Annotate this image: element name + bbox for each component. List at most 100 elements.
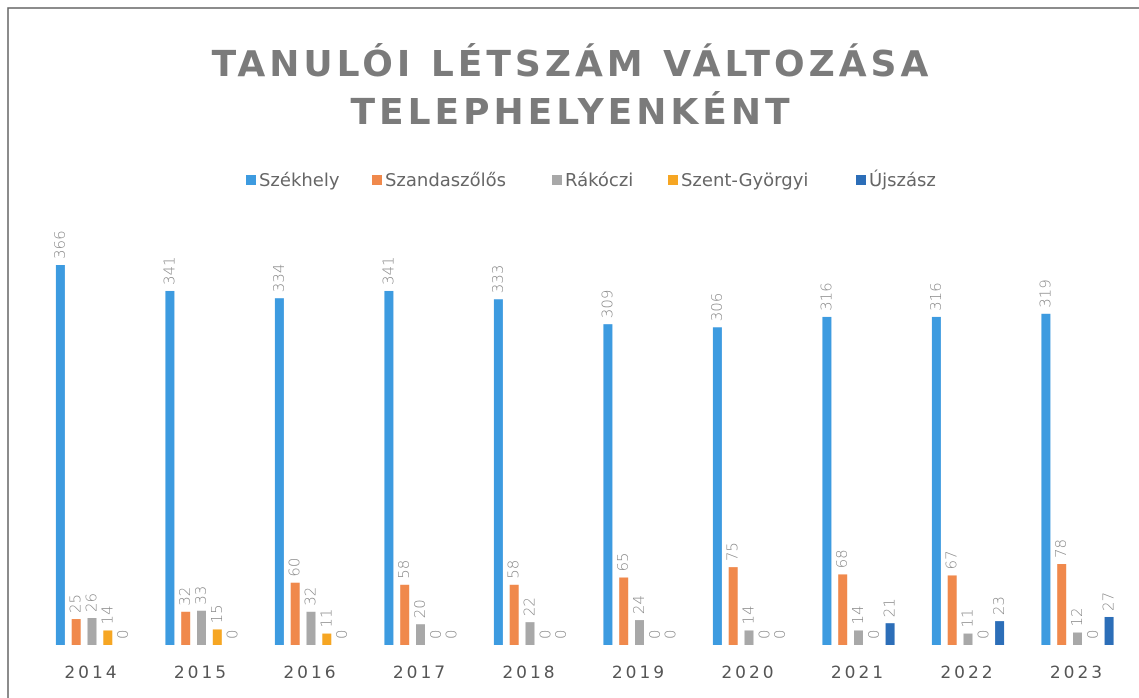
chart-title: TELEPHELYENKÉNT [350, 91, 793, 133]
data-label: 27 [1100, 592, 1118, 611]
bar [212, 629, 222, 645]
bar [306, 611, 316, 645]
chart-frame [7, 7, 1139, 698]
x-tick-label: 2014 [64, 663, 119, 683]
legend-label: Szent-Györgyi [681, 170, 808, 191]
data-label: 0 [755, 629, 773, 639]
bar [947, 575, 957, 645]
legend-swatch [552, 175, 562, 185]
legend-label: Székhely [259, 170, 340, 191]
bar [197, 610, 206, 645]
bar [635, 620, 644, 645]
x-tick-label: 2022 [940, 663, 995, 683]
bar [509, 584, 519, 645]
bar [1073, 632, 1082, 645]
bar [619, 577, 629, 645]
data-label: 0 [552, 629, 570, 639]
x-tick-label: 2023 [1050, 663, 1105, 683]
x-tick-label: 2020 [721, 663, 776, 683]
data-label: 366 [51, 230, 69, 259]
data-label: 32 [302, 587, 320, 606]
data-label: 0 [865, 629, 883, 639]
bar [995, 621, 1005, 645]
bar [1041, 313, 1051, 645]
x-tick-label: 2016 [283, 663, 338, 683]
x-tick-label: 2021 [831, 663, 886, 683]
data-label: 0 [443, 629, 461, 639]
bar [71, 619, 81, 645]
data-label: 0 [662, 629, 680, 639]
x-tick-label: 2015 [174, 663, 229, 683]
data-label: 0 [114, 629, 132, 639]
data-label: 316 [927, 282, 945, 311]
x-tick-label: 2018 [502, 663, 557, 683]
legend-label: Szandaszőlős [385, 170, 506, 191]
data-label: 33 [192, 586, 210, 605]
data-label: 306 [708, 293, 726, 322]
data-label: 319 [1036, 279, 1054, 308]
data-label: 0 [333, 629, 351, 639]
bar [493, 299, 503, 645]
data-label: 65 [614, 552, 632, 571]
data-label: 0 [224, 629, 242, 639]
bar [1104, 616, 1114, 645]
data-label: 14 [98, 605, 116, 624]
bar [712, 327, 722, 645]
legend-label: Újszász [869, 169, 936, 191]
data-label: 58 [505, 560, 523, 579]
data-label: 0 [646, 629, 664, 639]
bar [963, 633, 973, 645]
data-label: 12 [1068, 607, 1086, 626]
data-label: 20 [411, 599, 429, 618]
bar [181, 611, 191, 645]
data-label: 78 [1052, 539, 1070, 558]
data-label: 14 [849, 605, 867, 624]
legend-swatch [372, 175, 382, 185]
x-tick-label: 2017 [393, 663, 448, 683]
data-label: 0 [536, 629, 554, 639]
data-label: 14 [740, 605, 758, 624]
data-label: 341 [160, 256, 178, 285]
bar [400, 584, 410, 645]
data-label: 309 [598, 290, 616, 319]
bar [931, 316, 941, 645]
bar [103, 630, 113, 645]
data-label: 333 [489, 265, 507, 294]
chart-title: TANULÓI LÉTSZÁM VÁLTOZÁSA [212, 43, 933, 85]
bar [87, 618, 97, 645]
bar [854, 630, 863, 645]
bar [290, 582, 300, 645]
bar [744, 630, 754, 645]
data-label: 68 [833, 549, 851, 568]
data-label: 15 [208, 604, 226, 623]
bar [416, 624, 425, 645]
bar [885, 623, 895, 645]
data-label: 341 [379, 256, 397, 285]
data-label: 67 [943, 550, 961, 569]
data-label: 23 [990, 596, 1008, 615]
bar [525, 622, 535, 645]
data-label: 316 [817, 282, 835, 311]
data-label: 0 [1084, 629, 1102, 639]
data-label: 0 [427, 629, 445, 639]
data-label: 0 [974, 629, 992, 639]
data-label: 25 [67, 594, 85, 613]
bar [384, 290, 394, 645]
data-label: 75 [724, 542, 742, 561]
data-label: 32 [176, 587, 194, 606]
legend-label: Rákóczi [565, 170, 633, 191]
data-label: 24 [630, 595, 648, 614]
legend-swatch [246, 175, 256, 185]
bar [1057, 564, 1067, 645]
data-label: 26 [83, 593, 101, 612]
bar [274, 298, 284, 645]
legend-swatch [856, 175, 866, 185]
bar [728, 567, 738, 645]
bar [838, 574, 848, 645]
bar [603, 324, 613, 645]
data-label: 60 [286, 558, 304, 577]
bar [322, 633, 332, 645]
bar [165, 290, 175, 645]
data-label: 0 [771, 629, 789, 639]
data-label: 11 [317, 608, 335, 627]
